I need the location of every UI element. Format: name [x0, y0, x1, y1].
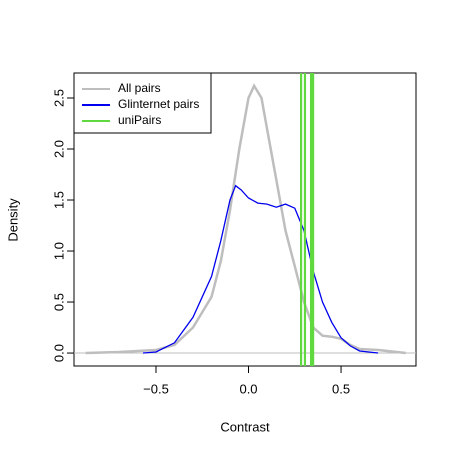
- x-axis-label: Contrast: [220, 419, 270, 434]
- legend-label: All pairs: [118, 81, 161, 95]
- x-tick-label: 0.5: [332, 381, 350, 396]
- y-tick-label: 0.5: [51, 293, 66, 311]
- y-tick-label: 1.5: [51, 191, 66, 209]
- legend-label: uniPairs: [118, 113, 161, 127]
- x-tick-label: 0.0: [239, 381, 257, 396]
- density-line: [142, 184, 379, 354]
- x-tick-label: −0.5: [143, 381, 169, 396]
- y-axis-label: Density: [5, 198, 20, 242]
- legend-box: [73, 72, 212, 134]
- y-tick-label: 1.0: [51, 242, 66, 260]
- y-tick-label: 2.5: [51, 89, 66, 107]
- legend-label: Glinternet pairs: [118, 97, 199, 111]
- y-tick-label: 0.0: [51, 344, 66, 362]
- y-tick-label: 2.0: [51, 140, 66, 158]
